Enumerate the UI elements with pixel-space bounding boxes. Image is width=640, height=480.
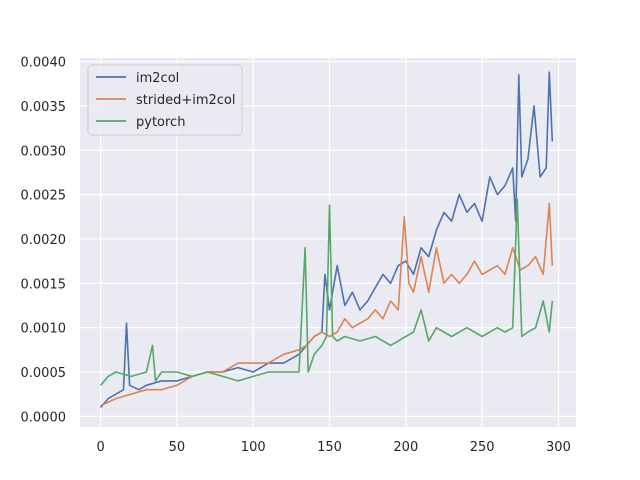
x-tick-label: 300 [546,440,571,455]
y-tick-label: 0.0025 [21,189,67,204]
y-tick-label: 0.0010 [21,322,67,337]
x-tick-label: 150 [317,440,342,455]
x-tick-label: 100 [241,440,266,455]
series-line-pytorch [99,198,554,386]
series-line-strided-im2col [100,202,554,407]
x-tick-label: 0 [96,440,104,455]
series-lines [99,71,554,409]
y-tick-label: 0.0000 [21,410,67,425]
y-tick-label: 0.0040 [21,56,67,71]
x-tick-label: 250 [470,440,495,455]
y-tick-label: 0.0035 [21,100,67,115]
y-tick-label: 0.0015 [21,277,67,292]
y-tick-label: 0.0005 [21,366,67,381]
legend-label: pytorch [136,115,185,130]
legend-label: strided+im2col [136,93,235,108]
y-tick-label: 0.0030 [21,144,67,159]
x-axis-ticks: 0 50 100 150 200 250 300 [96,440,570,455]
legend-label: im2col [136,71,179,86]
series-line-im2col [99,71,554,409]
legend: im2col strided+im2col pytorch [87,64,243,136]
legend-box [87,64,243,136]
y-axis-ticks: 0.0000 0.0005 0.0010 0.0015 0.0020 0.0025 0.00… [21,56,67,426]
y-tick-label: 0.0020 [21,233,67,248]
x-tick-label: 200 [393,440,418,455]
x-tick-label: 50 [169,440,186,455]
